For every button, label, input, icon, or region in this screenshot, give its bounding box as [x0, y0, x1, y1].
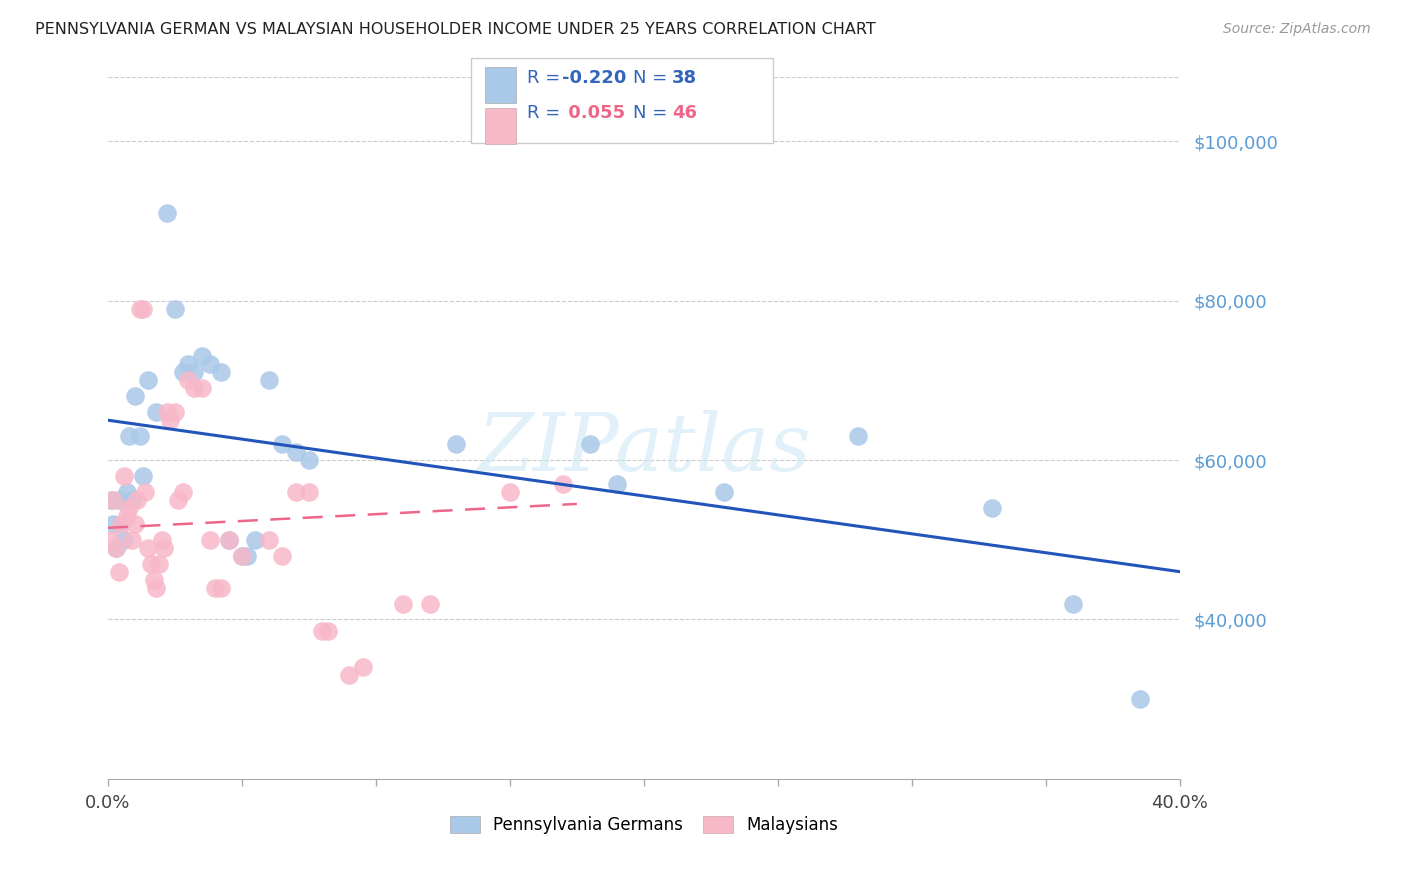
Point — [245, 533, 267, 547]
Point — [606, 477, 628, 491]
Point — [121, 492, 143, 507]
Point — [132, 469, 155, 483]
Point — [156, 206, 179, 220]
Point — [271, 549, 294, 563]
Point — [713, 485, 735, 500]
Point — [118, 500, 141, 515]
Point — [166, 492, 188, 507]
Point — [391, 597, 413, 611]
Point — [177, 373, 200, 387]
Point — [150, 533, 173, 547]
Point — [112, 469, 135, 483]
Point — [311, 624, 333, 639]
Point — [107, 492, 129, 507]
Point — [352, 660, 374, 674]
Point — [118, 429, 141, 443]
Text: PENNSYLVANIA GERMAN VS MALAYSIAN HOUSEHOLDER INCOME UNDER 25 YEARS CORRELATION C: PENNSYLVANIA GERMAN VS MALAYSIAN HOUSEHO… — [35, 22, 876, 37]
Point — [142, 573, 165, 587]
Point — [121, 533, 143, 547]
Text: ZIPatlas: ZIPatlas — [477, 410, 811, 488]
Point — [218, 533, 240, 547]
Point — [499, 485, 522, 500]
Point — [183, 365, 205, 379]
Point — [231, 549, 253, 563]
Point — [172, 365, 194, 379]
Point — [1062, 597, 1084, 611]
Text: N =: N = — [633, 69, 672, 87]
Point — [337, 668, 360, 682]
Point — [115, 485, 138, 500]
Point — [981, 500, 1004, 515]
Point — [198, 358, 221, 372]
Point — [134, 485, 156, 500]
Point — [103, 492, 125, 507]
Point — [105, 541, 128, 555]
Point — [124, 516, 146, 531]
Point — [172, 485, 194, 500]
Point — [139, 557, 162, 571]
Point — [209, 581, 232, 595]
Point — [136, 541, 159, 555]
Point — [100, 533, 122, 547]
Point — [148, 557, 170, 571]
Point — [183, 381, 205, 395]
Point — [1129, 692, 1152, 706]
Point — [145, 405, 167, 419]
Point — [100, 492, 122, 507]
Point — [129, 301, 152, 316]
Point — [209, 365, 232, 379]
Point — [231, 549, 253, 563]
Text: -0.220: -0.220 — [562, 69, 627, 87]
Text: Source: ZipAtlas.com: Source: ZipAtlas.com — [1223, 22, 1371, 37]
Point — [284, 485, 307, 500]
Point — [105, 541, 128, 555]
Point — [163, 301, 186, 316]
Point — [107, 565, 129, 579]
Text: 46: 46 — [672, 104, 697, 122]
Point — [129, 429, 152, 443]
Point — [257, 533, 280, 547]
Point — [198, 533, 221, 547]
Point — [553, 477, 575, 491]
Text: 38: 38 — [672, 69, 697, 87]
Point — [191, 350, 214, 364]
Point — [177, 358, 200, 372]
Point — [298, 485, 321, 500]
Point — [191, 381, 214, 395]
Point — [579, 437, 602, 451]
Point — [446, 437, 468, 451]
Text: N =: N = — [633, 104, 672, 122]
Point — [127, 492, 149, 507]
Point — [418, 597, 440, 611]
Legend: Pennsylvania Germans, Malaysians: Pennsylvania Germans, Malaysians — [450, 815, 838, 834]
Point — [257, 373, 280, 387]
Point — [124, 389, 146, 403]
Text: R =: R = — [527, 104, 567, 122]
Point — [156, 405, 179, 419]
Point — [316, 624, 339, 639]
Point — [204, 581, 226, 595]
Text: 0.055: 0.055 — [562, 104, 626, 122]
Text: R =: R = — [527, 69, 567, 87]
Point — [159, 413, 181, 427]
Point — [110, 516, 132, 531]
Point — [284, 445, 307, 459]
Point — [218, 533, 240, 547]
Point — [132, 301, 155, 316]
Point — [145, 581, 167, 595]
Point — [298, 453, 321, 467]
Point — [271, 437, 294, 451]
Point — [112, 533, 135, 547]
Point — [236, 549, 259, 563]
Point — [103, 516, 125, 531]
Point — [110, 516, 132, 531]
Point — [115, 508, 138, 523]
Point — [153, 541, 176, 555]
Point — [163, 405, 186, 419]
Point — [136, 373, 159, 387]
Point — [846, 429, 869, 443]
